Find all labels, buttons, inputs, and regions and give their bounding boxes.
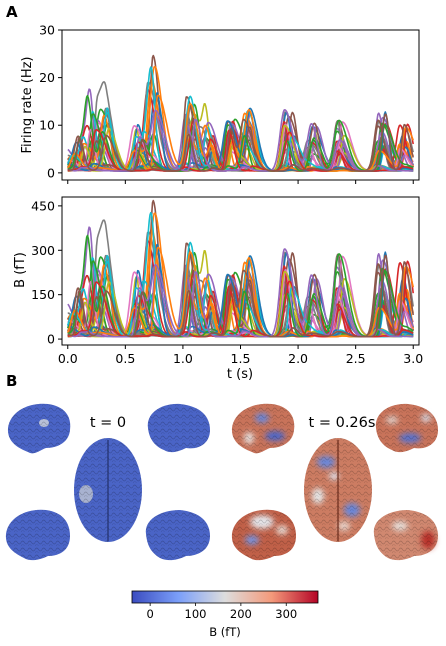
firing-rate-ytick-label: 30 [39,23,55,38]
magnetic-field-xtick-label: 1.5 [231,351,251,366]
firing-rate-series-line [67,113,414,172]
firing-rate-series-group [67,54,414,172]
brain-left-medial-t026 [231,509,296,561]
magnetic-field-xtick-label: 0.5 [115,351,135,366]
magnetic-field-series-line [67,248,414,338]
brain-dorsal-t026 [304,438,372,542]
firing-rate-ytick-label: 0 [47,165,55,180]
magnetic-field-chart: 0 150 300 450 0.0 0.5 1.0 1.5 2.0 2.5 3.0 B (fT) t… [13,196,423,382]
colorbar-ticks: 0 100 200 300 [146,603,297,621]
brain-dorsal-t0 [74,438,142,542]
firing-rate-ytick-label: 10 [39,118,55,133]
firing-rate-series-line [67,109,414,172]
magnetic-field-series-line [67,254,414,338]
brain-left-lateral-t026 [231,403,295,454]
magnetic-field-y-axis-label: B (fT) [13,252,28,288]
firing-rate-ytick-label: 20 [39,70,55,85]
firing-rate-chart: 0 10 20 30 Firing rate (Hz) [20,23,420,184]
time-x-axis-label: t (s) [227,367,253,382]
colorbar: 0 100 200 300 B (fT) [131,590,319,639]
brain-right-lateral-t0 [147,403,210,453]
colorbar-tick-label: 0 [146,607,153,621]
panel-a-letter: A [6,3,18,21]
magnetic-field-ytick-label: 150 [31,287,55,302]
colorbar-tick-label: 200 [230,607,252,621]
brain-left-lateral-t0 [7,403,71,454]
brain-right-medial-t026 [373,510,438,561]
brain-right-lateral-t026 [375,403,438,453]
firing-rate-y-axis-label: Firing rate (Hz) [20,56,35,153]
brain-group-t026: t = 0.26s [231,403,438,561]
colorbar-tick-label: 300 [275,607,297,621]
colorbar-tick-label: 100 [185,607,207,621]
magnetic-field-series-group [67,199,414,338]
colorbar-label: B (fT) [209,625,241,639]
magnetic-field-xtick-label: 3.0 [403,351,423,366]
brain-group-t0: t = 0 [5,403,210,561]
magnetic-field-ytick-label: 300 [31,243,55,258]
magnetic-field-xtick-label: 1.0 [173,351,193,366]
panel-b-letter: B [6,372,17,390]
magnetic-field-xtick-label: 0.0 [58,351,78,366]
magnetic-field-ticks: 0 150 300 450 0.0 0.5 1.0 1.5 2.0 2.5 3.0 [31,198,423,366]
colorbar-gradient [131,590,319,604]
brain-right-medial-t0 [145,510,210,561]
time-label-t026: t = 0.26s [309,415,376,431]
brain-maps: t = 0 [5,403,438,561]
brain-left-medial-t0 [5,509,71,561]
magnetic-field-ytick-label: 450 [31,198,55,213]
time-label-t0: t = 0 [90,415,126,431]
firing-rate-ticks: 0 10 20 30 [39,23,414,184]
magnetic-field-ytick-label: 0 [47,332,55,347]
magnetic-field-xtick-label: 2.5 [346,351,366,366]
magnetic-field-xtick-label: 2.0 [288,351,308,366]
